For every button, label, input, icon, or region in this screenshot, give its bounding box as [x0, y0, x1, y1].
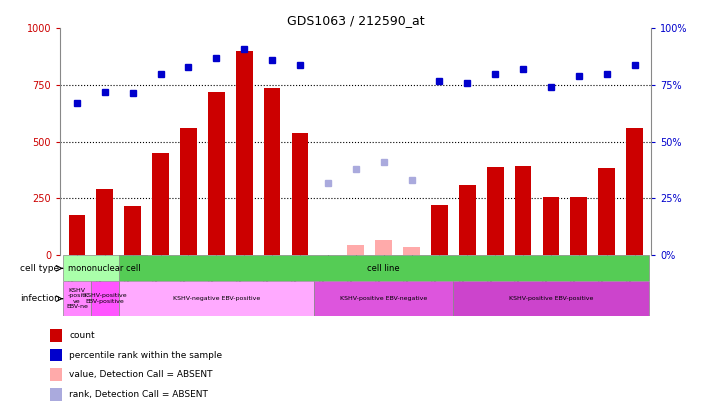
- Text: value, Detection Call = ABSENT: value, Detection Call = ABSENT: [69, 370, 213, 379]
- Text: percentile rank within the sample: percentile rank within the sample: [69, 351, 222, 360]
- Bar: [431, 205, 447, 255]
- Bar: [119, 255, 649, 281]
- Bar: [236, 51, 253, 255]
- Bar: [50, 369, 62, 381]
- Text: mononuclear cell: mononuclear cell: [69, 264, 141, 273]
- Bar: [69, 215, 85, 255]
- Bar: [375, 241, 392, 255]
- Bar: [50, 349, 62, 361]
- Bar: [515, 166, 532, 255]
- Text: count: count: [69, 331, 95, 340]
- Text: KSHV-negative EBV-positive: KSHV-negative EBV-positive: [173, 296, 260, 301]
- Bar: [208, 92, 224, 255]
- Bar: [348, 245, 364, 255]
- Title: GDS1063 / 212590_at: GDS1063 / 212590_at: [287, 14, 425, 27]
- Bar: [314, 281, 453, 316]
- Bar: [152, 153, 169, 255]
- Bar: [627, 128, 643, 255]
- Text: KSHV-positive
EBV-positive: KSHV-positive EBV-positive: [83, 294, 127, 304]
- Bar: [96, 190, 113, 255]
- Bar: [125, 207, 141, 255]
- Bar: [119, 281, 314, 316]
- Text: KSHV
-positi
ve
EBV-ne: KSHV -positi ve EBV-ne: [66, 288, 88, 309]
- Bar: [487, 167, 503, 255]
- Bar: [180, 128, 197, 255]
- Text: infection: infection: [20, 294, 59, 303]
- Bar: [63, 281, 91, 316]
- Bar: [598, 168, 615, 255]
- Text: rank, Detection Call = ABSENT: rank, Detection Call = ABSENT: [69, 390, 208, 399]
- Bar: [571, 197, 587, 255]
- Bar: [264, 88, 280, 255]
- Bar: [542, 197, 559, 255]
- Bar: [50, 388, 62, 401]
- Bar: [50, 329, 62, 342]
- Text: cell line: cell line: [367, 264, 400, 273]
- Bar: [403, 247, 420, 255]
- Text: cell type: cell type: [21, 264, 59, 273]
- Bar: [453, 281, 649, 316]
- Bar: [292, 133, 309, 255]
- Bar: [63, 255, 147, 281]
- Bar: [91, 281, 119, 316]
- Bar: [459, 185, 476, 255]
- Text: KSHV-positive EBV-negative: KSHV-positive EBV-negative: [340, 296, 428, 301]
- Text: KSHV-positive EBV-positive: KSHV-positive EBV-positive: [509, 296, 593, 301]
